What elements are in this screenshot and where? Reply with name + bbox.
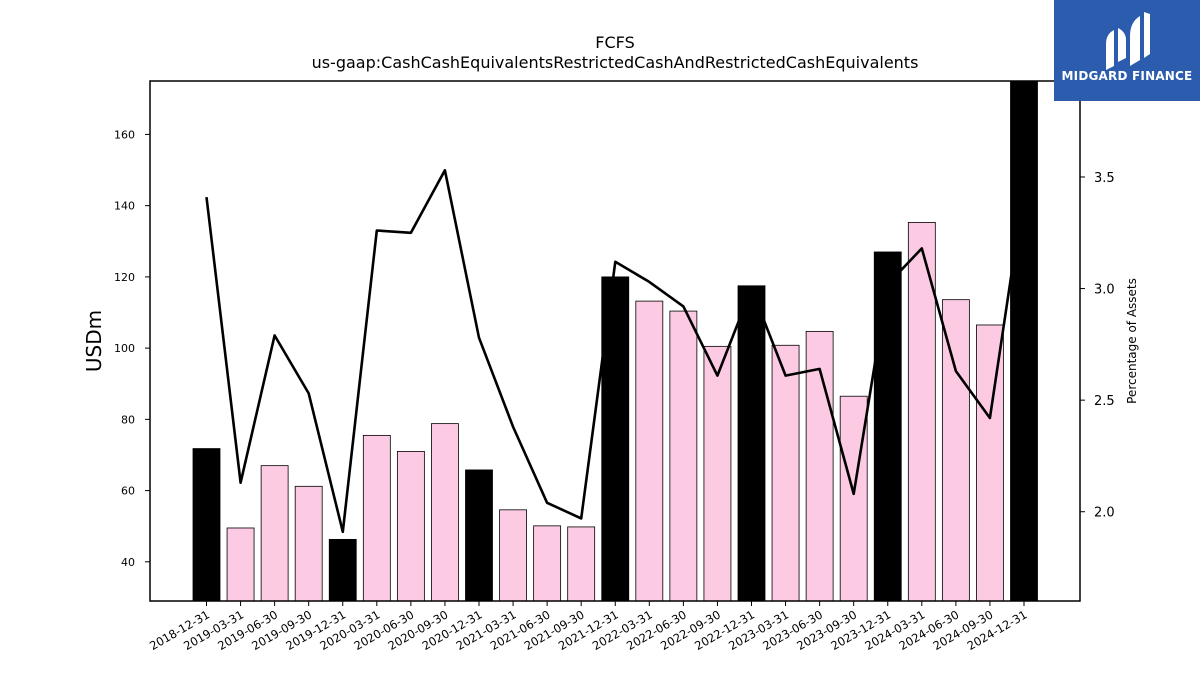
bar bbox=[431, 423, 459, 602]
y2-tick-label: 2.0 bbox=[1094, 506, 1115, 521]
bar bbox=[635, 300, 664, 602]
y-tick-label: 120 bbox=[114, 271, 135, 284]
bar bbox=[294, 485, 323, 602]
y2-tick-label: 3.0 bbox=[1094, 283, 1115, 298]
brand-logo: MIDGARD FINANCE bbox=[1054, 0, 1200, 101]
bar bbox=[1010, 80, 1038, 602]
bar bbox=[669, 310, 698, 602]
bar bbox=[260, 465, 289, 602]
y-axis-label: USDm bbox=[82, 310, 106, 372]
y-tick-label: 100 bbox=[114, 342, 135, 355]
y-tick-label: 80 bbox=[121, 413, 135, 426]
y-tick-label: 40 bbox=[121, 556, 135, 569]
chart-subtitle: us-gaap:CashCashEquivalentsRestrictedCas… bbox=[312, 53, 919, 72]
line-group bbox=[205, 169, 1026, 534]
bar bbox=[192, 448, 221, 602]
bar bbox=[771, 344, 800, 602]
bar bbox=[499, 509, 527, 602]
y2-tick-label: 3.5 bbox=[1094, 171, 1115, 186]
bar bbox=[703, 345, 732, 602]
y2-axis-label: Percentage of Assets bbox=[1125, 278, 1139, 404]
left-axis: 40 60 80 100 120 140 160 bbox=[114, 128, 150, 569]
right-axis: 2.0 2.5 3.0 3.5 bbox=[1080, 171, 1115, 521]
bar bbox=[362, 434, 391, 602]
bar bbox=[737, 285, 766, 602]
bar bbox=[567, 526, 596, 602]
bar bbox=[328, 538, 357, 602]
percentage-line bbox=[205, 169, 1026, 534]
midgard-logo-icon bbox=[1106, 12, 1150, 70]
bar bbox=[839, 395, 868, 602]
bar bbox=[226, 527, 255, 602]
y-tick-label: 160 bbox=[114, 128, 135, 141]
bar bbox=[873, 251, 902, 602]
bar bbox=[976, 324, 1004, 602]
y-tick-label: 60 bbox=[121, 485, 135, 498]
chart-title: FCFS bbox=[595, 33, 634, 52]
bar bbox=[941, 299, 970, 602]
bar-group bbox=[192, 80, 1038, 602]
bar bbox=[533, 525, 562, 602]
x-axis: 2018-12-312019-03-312019-06-302019-09-30… bbox=[147, 601, 1030, 653]
bar bbox=[465, 469, 493, 602]
bar bbox=[805, 330, 834, 602]
brand-name: MIDGARD FINANCE bbox=[1061, 69, 1193, 83]
bar bbox=[396, 451, 425, 602]
y-tick-label: 140 bbox=[114, 200, 135, 213]
y2-tick-label: 2.5 bbox=[1094, 394, 1115, 409]
